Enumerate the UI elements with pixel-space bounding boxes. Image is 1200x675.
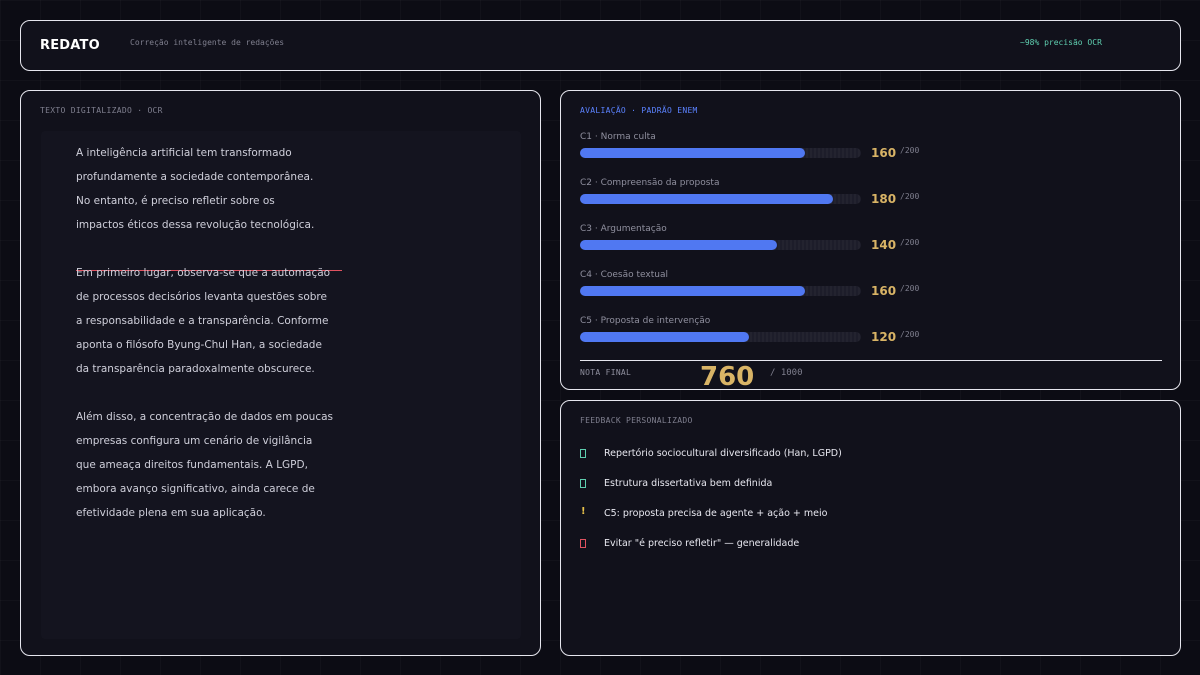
warning-icon: ! [581, 506, 586, 517]
criterion-label-c3: C3 · Argumentação [580, 224, 667, 234]
tagline: Correção inteligente de redações [130, 38, 285, 47]
final-score-max: / 1000 [770, 368, 803, 378]
criterion-max-c3: /200 [900, 238, 920, 247]
essay-line: de processos decisórios levanta questões… [76, 291, 327, 303]
criterion-fill-c5 [580, 332, 749, 342]
ocr-panel-label: TEXTO DIGITALIZADO · OCR [40, 106, 163, 115]
essay-line: Em primeiro lugar, observa-se que a auto… [76, 267, 331, 279]
brand-logo: REDATO [40, 38, 100, 53]
criterion-score-c3: 140 [871, 238, 897, 252]
essay-line: da transparência paradoxalmente obscurec… [76, 363, 315, 375]
evaluation-panel: AVALIAÇÃO · PADRÃO ENEM C1 · Norma culta… [560, 90, 1181, 392]
criterion-label-c1: C1 · Norma culta [580, 132, 656, 142]
criterion-score-c5: 120 [871, 330, 897, 344]
essay-line: a responsabilidade e a transparência. Co… [76, 315, 329, 327]
criterion-fill-c1 [580, 148, 805, 158]
essay-line: No entanto, é preciso refletir sobre os [76, 195, 275, 207]
criterion-fill-c4 [580, 286, 805, 296]
essay-line-flagged[interactable]: impactos éticos dessa revolução tecnológ… [76, 219, 315, 231]
ocr-text-panel: TEXTO DIGITALIZADO · OCR A inteligência … [20, 90, 541, 656]
feedback-title: FEEDBACK PERSONALIZADO [580, 416, 693, 425]
criterion-score-c1: 160 [871, 146, 897, 160]
feedback-panel: FEEDBACK PERSONALIZADO Repertório socioc… [560, 400, 1181, 656]
essay-line: empresas configura um cenário de vigilân… [76, 435, 313, 447]
ocr-text-area[interactable]: A inteligência artificial tem transforma… [41, 131, 521, 639]
criterion-score-c2: 180 [871, 192, 897, 206]
final-score: 760 [700, 362, 755, 392]
essay-line: profundamente a sociedade contemporânea. [76, 171, 314, 183]
divider [580, 360, 1162, 361]
essay-line: Além disso, a concentração de dados em p… [76, 411, 334, 423]
check-box-icon [580, 479, 586, 488]
criterion-bar-c2 [580, 194, 861, 204]
essay-line: efetividade plena em sua aplicação. [76, 507, 266, 519]
criterion-bar-c4 [580, 286, 861, 296]
criterion-bar-c5 [580, 332, 861, 342]
app-header: REDATO Correção inteligente de redações … [20, 20, 1181, 71]
essay-line: embora avanço significativo, ainda carec… [76, 483, 315, 495]
criterion-max-c2: /200 [900, 192, 920, 201]
criterion-score-c4: 160 [871, 284, 897, 298]
criterion-max-c4: /200 [900, 284, 920, 293]
feedback-item: Evitar "é preciso refletir" — generalida… [604, 538, 800, 549]
final-score-label: NOTA FINAL [580, 368, 632, 377]
criterion-label-c2: C2 · Compreensão da proposta [580, 178, 720, 188]
criterion-bar-c3 [580, 240, 861, 250]
essay-line: A inteligência artificial tem transforma… [76, 147, 292, 159]
criterion-fill-c3 [580, 240, 777, 250]
criterion-max-c5: /200 [900, 330, 920, 339]
essay-line: aponta o filósofo Byung-Chul Han, a soci… [76, 339, 322, 351]
ocr-accuracy-badge: ~98% precisão OCR [1020, 38, 1102, 47]
feedback-item: Estrutura dissertativa bem definida [604, 478, 773, 489]
check-box-icon [580, 449, 586, 458]
criterion-fill-c2 [580, 194, 833, 204]
feedback-item: Repertório sociocultural diversificado (… [604, 448, 842, 459]
error-box-icon [580, 539, 586, 548]
criterion-label-c5: C5 · Proposta de intervenção [580, 316, 711, 326]
criterion-label-c4: C4 · Coesão textual [580, 270, 668, 280]
evaluation-title: AVALIAÇÃO · PADRÃO ENEM [580, 106, 698, 115]
error-underline [76, 270, 342, 271]
criterion-bar-c1 [580, 148, 861, 158]
criterion-max-c1: /200 [900, 146, 920, 155]
feedback-item: C5: proposta precisa de agente + ação + … [604, 508, 828, 519]
essay-line: que ameaça direitos fundamentais. A LGPD… [76, 459, 308, 471]
